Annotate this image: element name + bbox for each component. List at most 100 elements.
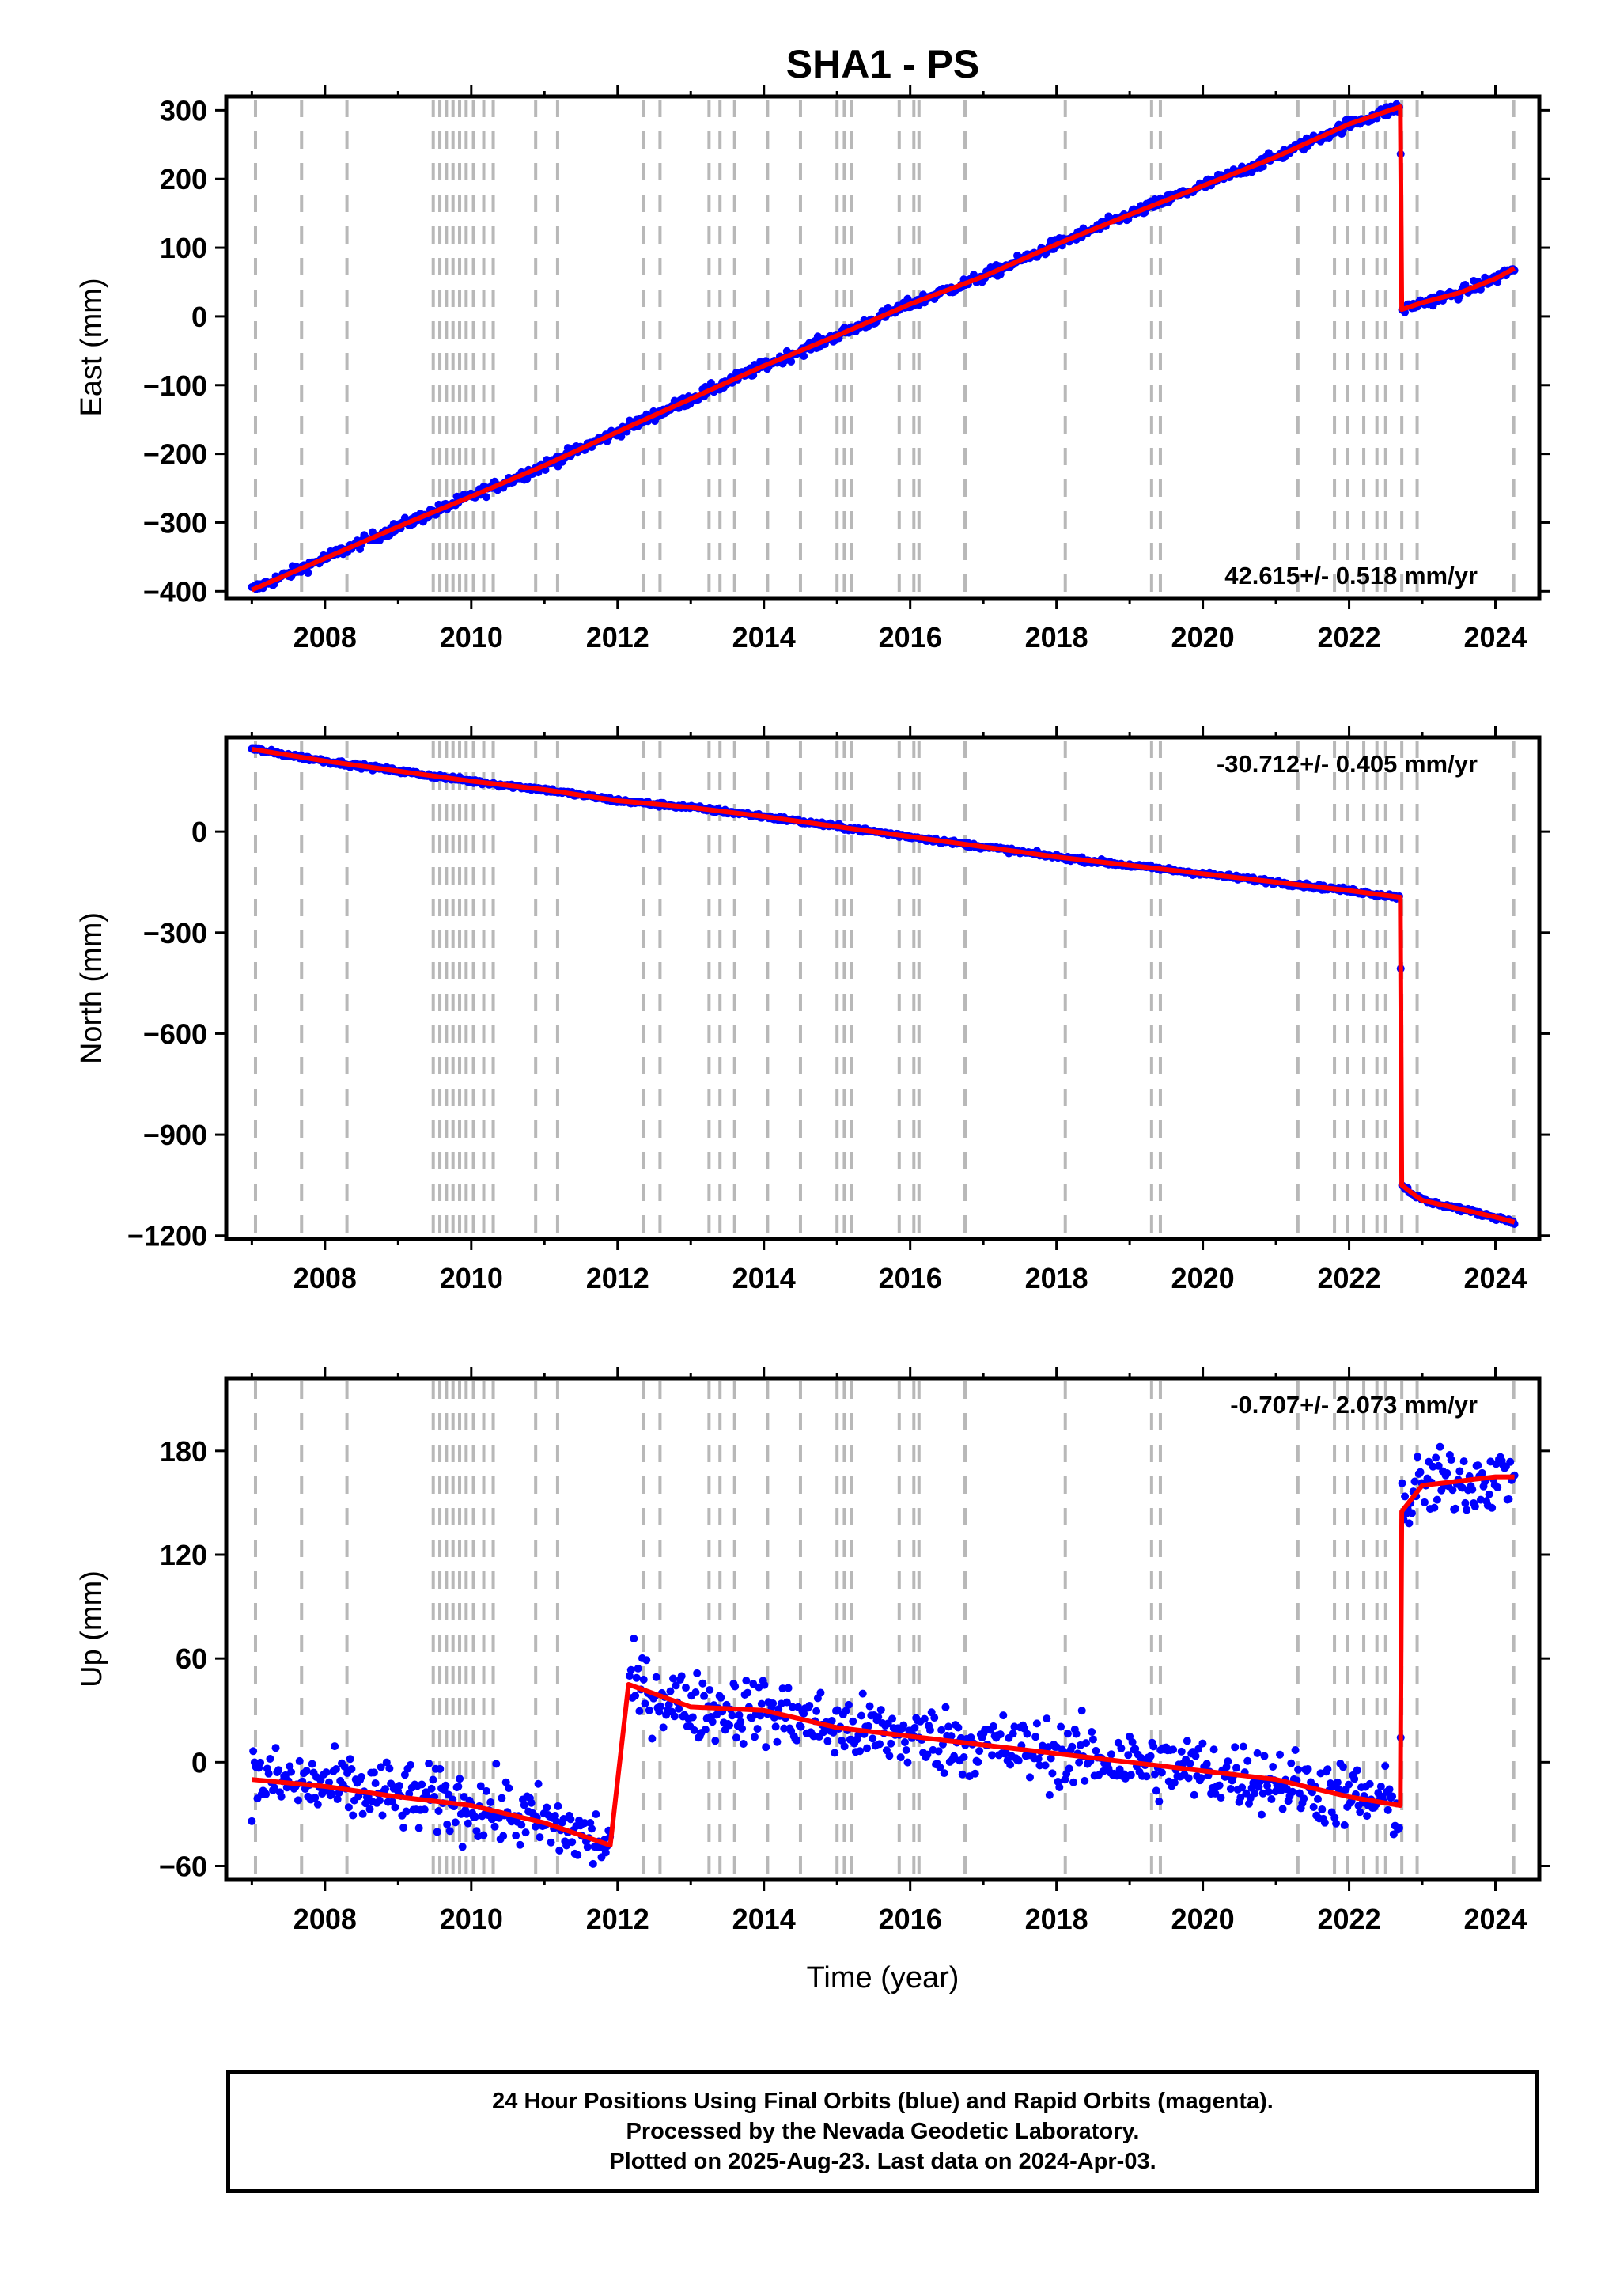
data-point [1142,1772,1151,1781]
data-point [293,1796,302,1805]
y-tick-label: −300 [143,506,207,539]
data-point [812,1707,821,1715]
data-point [900,1738,909,1747]
data-point [947,1732,956,1741]
data-point [923,1750,932,1759]
data-point [325,1778,334,1786]
plot-area [226,1378,1539,1880]
data-point [1468,1485,1477,1494]
data-point [690,1726,698,1734]
data-point [1169,1745,1178,1754]
data-point [1088,1728,1096,1737]
data-point [793,1736,801,1745]
data-point [1177,1747,1186,1756]
data-point [1075,1758,1084,1767]
data-point [856,1747,865,1756]
data-point [1430,1503,1439,1512]
data-point [322,1768,331,1777]
data-point [630,1634,638,1642]
y-tick-label: 0 [191,1746,207,1779]
data-point [1152,1786,1160,1795]
data-point [858,1689,867,1698]
data-point [760,1680,769,1689]
data-point [512,1832,520,1840]
data-point [1474,1461,1482,1470]
data-point [1186,1759,1194,1767]
data-point [910,1723,919,1732]
data-point [271,1744,280,1752]
x-tick-label: 2020 [1171,1903,1235,1935]
data-point [1313,1794,1322,1803]
data-point [464,1819,472,1828]
data-point [498,1794,506,1802]
data-point [358,1809,367,1818]
data-point [698,1679,707,1688]
data-point [959,1753,968,1762]
data-point [1405,1519,1414,1528]
data-point [547,1838,555,1847]
data-point [876,1740,884,1749]
data-point [827,1716,836,1725]
data-point [1459,1457,1468,1466]
data-point [936,1763,944,1771]
data-point [773,1737,782,1746]
y-tick-label: −900 [143,1119,207,1151]
data-point [1031,1733,1040,1741]
data-point [736,1718,745,1726]
data-point [1043,1714,1051,1723]
data-point [1155,1797,1164,1805]
data-point [1434,1461,1443,1470]
data-point [304,569,312,578]
data-point [425,1760,433,1768]
data-point [1113,1771,1122,1780]
data-point [1410,1477,1419,1486]
data-point [941,1703,950,1711]
data-point [863,1744,872,1752]
data-point [958,1770,967,1779]
data-point [1365,1779,1374,1788]
y-tick-label: 300 [160,94,207,127]
x-tick-label: 2012 [586,1903,649,1935]
data-point [527,1798,536,1807]
data-point [934,1747,943,1756]
data-point [441,1781,450,1790]
data-point [903,1758,912,1767]
x-tick-label: 2020 [1171,621,1235,654]
data-point [996,1730,1005,1739]
data-point [648,1734,657,1743]
data-point [573,1851,582,1859]
data-point [369,1768,378,1777]
data-point [1260,1752,1269,1760]
data-point [1128,1738,1137,1747]
data-point [1385,1785,1394,1794]
data-point [1294,1765,1303,1774]
data-point [1448,1486,1457,1495]
data-point [1009,1730,1017,1738]
data-point [1081,1776,1089,1785]
data-point [331,1742,339,1751]
data-point [1257,1810,1266,1819]
plot-frame [224,735,1542,1241]
data-point [460,1793,468,1802]
data-point [1057,1722,1065,1731]
data-point [1157,1768,1166,1777]
x-tick-label: 2016 [879,1903,942,1935]
data-point [739,1740,748,1749]
data-point [458,1843,467,1851]
data-point [471,1813,479,1821]
data-point [382,1758,391,1767]
data-point [1263,1782,1272,1790]
data-point [899,1721,908,1730]
data-point [632,1673,641,1682]
data-point [742,1677,751,1685]
data-point [988,1751,997,1760]
data-point [1340,1821,1349,1829]
x-tick-label: 2020 [1171,1262,1235,1294]
data-point [1289,1787,1297,1796]
data-point [1420,1498,1429,1506]
data-point [944,1722,953,1731]
data-point [631,1692,640,1700]
data-point [589,1859,597,1868]
data-point [434,1807,443,1816]
data-point [1198,1739,1207,1748]
